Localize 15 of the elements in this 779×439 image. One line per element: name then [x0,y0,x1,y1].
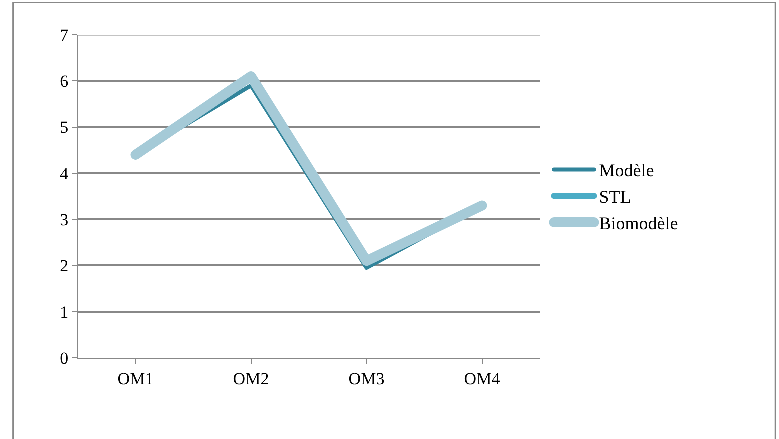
y-tick-label: 5 [60,118,69,138]
x-tick-label: OM2 [233,369,270,388]
y-tick-label: 4 [60,164,70,184]
x-tick-label: OM4 [464,369,501,388]
legend-label: Biomodèle [599,214,678,234]
y-tick-label: 3 [60,210,69,230]
y-tick-label: 0 [60,348,69,368]
y-tick-label: 7 [60,26,70,45]
x-tick-label: OM1 [118,369,154,388]
y-tick-label: 1 [60,302,69,322]
legend-label: Modèle [599,160,654,181]
y-tick-label: 2 [60,256,69,276]
y-tick-label: 6 [60,72,69,92]
x-tick-label: OM3 [348,369,385,388]
legend-label: STL [599,187,632,208]
